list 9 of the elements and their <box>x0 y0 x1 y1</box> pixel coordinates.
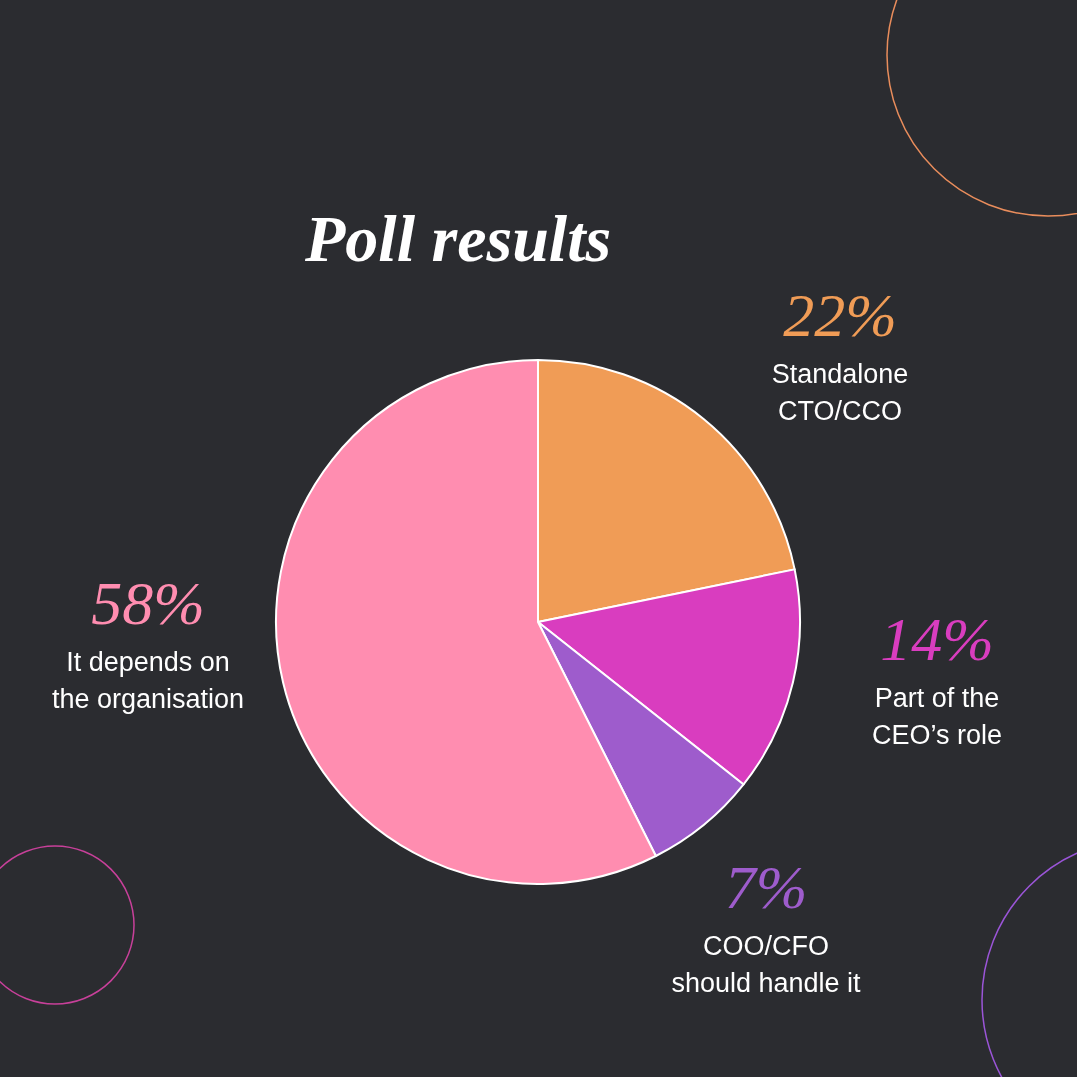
slice-label: Part of the CEO’s role <box>871 682 1003 750</box>
data-label: 7% <box>724 853 808 921</box>
data-label: 22% <box>783 281 897 349</box>
data-label: 14% <box>880 605 994 673</box>
slice-label: COO/CFO should handle it <box>671 930 862 998</box>
data-label: 58% <box>91 569 205 637</box>
chart-title: Poll results <box>304 201 612 275</box>
slice-label: It depends on the organisation <box>51 646 245 714</box>
slice-label: Standalone CTO/CCO <box>771 358 909 426</box>
